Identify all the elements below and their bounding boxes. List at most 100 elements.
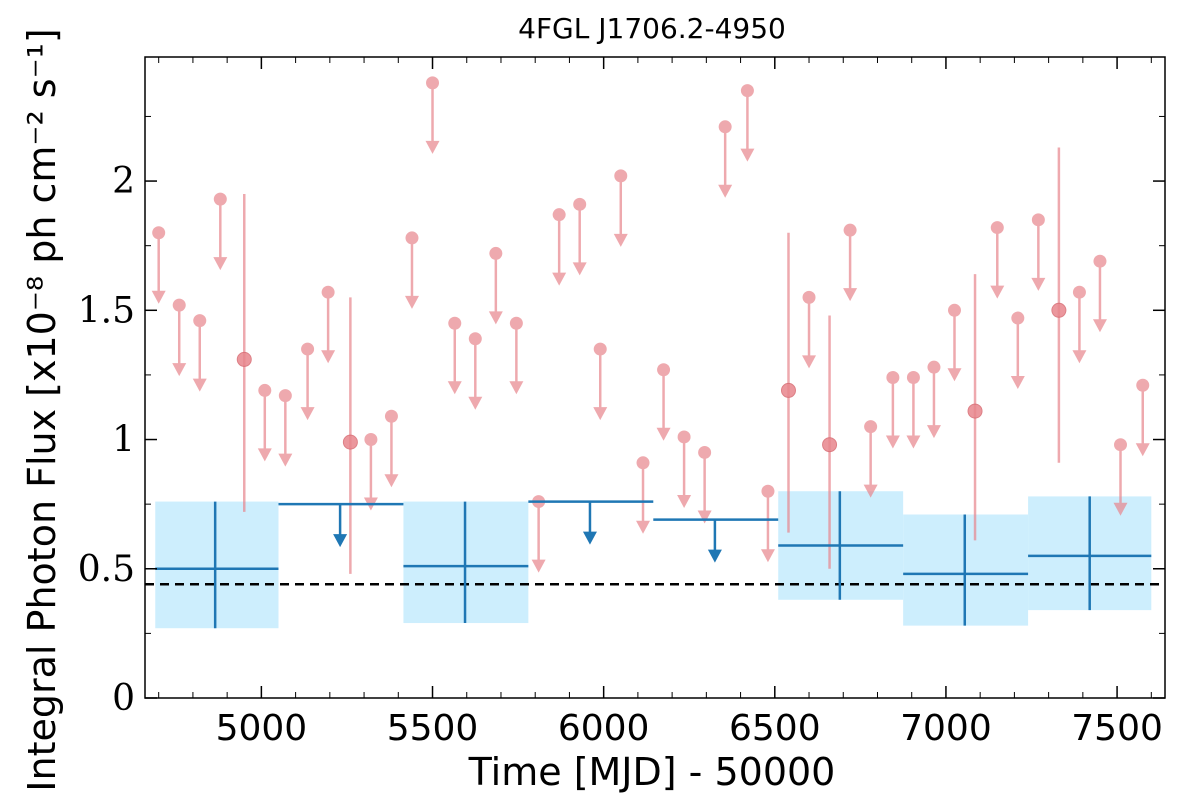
upper-limit-arrow	[843, 288, 858, 302]
fine-upper-limit	[425, 76, 440, 154]
y-tick-label: 1.5	[78, 290, 135, 331]
fine-detection	[822, 315, 838, 569]
upper-limit-marker	[698, 445, 712, 459]
upper-limit-arrow	[384, 474, 399, 488]
upper-limit-marker	[1093, 254, 1107, 268]
upper-limit-arrow	[425, 140, 440, 154]
upper-limit-arrow	[572, 262, 587, 276]
detection-marker	[236, 351, 252, 367]
coarse-detection	[778, 491, 904, 600]
fine-upper-limit	[1092, 254, 1107, 333]
upper-limit-marker	[740, 84, 754, 98]
fine-upper-limit	[760, 484, 775, 563]
y-tick-label: 0	[112, 678, 135, 719]
axis-ticks: 5000 5500 6000 6500 7000 7500 0 0.5 1 1.5 2	[78, 57, 1165, 749]
upper-limit-arrow	[740, 148, 755, 162]
upper-limit-marker	[448, 316, 462, 330]
plot-area	[145, 76, 1165, 629]
upper-limit-arrow	[300, 407, 315, 421]
coarse-limit-arrow	[707, 549, 722, 563]
fine-upper-limit	[151, 226, 166, 304]
fine-upper-limit	[1010, 311, 1025, 390]
upper-limit-marker	[278, 389, 292, 403]
fine-upper-limit	[300, 342, 315, 421]
upper-limit-marker	[509, 316, 523, 330]
upper-limit-arrow	[509, 381, 524, 395]
upper-limit-arrow	[593, 407, 608, 421]
upper-limit-arrow	[257, 448, 272, 462]
upper-limit-marker	[321, 285, 335, 299]
x-tick-label: 7000	[900, 708, 992, 749]
coarse-bin-points	[155, 491, 1152, 629]
upper-limit-arrow	[1072, 350, 1087, 364]
upper-limit-marker	[886, 371, 900, 384]
upper-limit-marker	[947, 303, 961, 317]
upper-limit-arrow	[1092, 319, 1107, 333]
upper-limit-arrow	[802, 355, 817, 369]
upper-limit-arrow	[488, 311, 503, 325]
upper-limit-marker	[301, 342, 315, 356]
fine-upper-limit	[593, 342, 608, 421]
fine-upper-limit	[321, 285, 336, 364]
upper-limit-arrow	[926, 425, 941, 439]
fine-upper-limit	[404, 231, 419, 309]
fine-upper-limit	[213, 192, 228, 271]
x-tick-label: 7500	[1071, 708, 1163, 749]
upper-limit-marker	[468, 332, 482, 346]
upper-limit-marker	[213, 192, 227, 206]
fine-upper-limit	[947, 303, 962, 382]
upper-limit-arrow	[192, 378, 207, 392]
fine-detection	[236, 193, 252, 512]
coarse-limit-arrow	[582, 531, 597, 545]
detection-marker	[342, 434, 358, 450]
upper-limit-marker	[573, 197, 587, 211]
fine-upper-limit	[718, 120, 733, 198]
x-tick-label: 5000	[216, 708, 308, 749]
upper-limit-marker	[489, 246, 503, 260]
upper-limit-arrow	[1135, 443, 1150, 457]
fine-detection	[342, 297, 358, 574]
fine-upper-limit	[1135, 378, 1150, 457]
upper-limit-arrow	[947, 368, 962, 382]
upper-limit-arrow	[990, 285, 1005, 299]
upper-limit-arrow	[636, 520, 651, 534]
upper-limit-marker	[761, 484, 775, 498]
upper-limit-marker	[864, 420, 878, 434]
upper-limit-marker	[258, 383, 272, 397]
upper-limit-marker	[193, 314, 207, 328]
plot-frame	[144, 56, 1166, 699]
coarse-detection	[903, 514, 1029, 626]
detection-marker	[822, 437, 838, 453]
upper-limit-arrow	[613, 233, 628, 247]
fine-upper-limit	[906, 371, 921, 449]
fine-upper-limit	[447, 316, 462, 395]
fine-upper-limit	[740, 84, 755, 162]
upper-limit-arrow	[656, 427, 671, 441]
upper-limit-arrow	[1113, 502, 1128, 516]
fine-upper-limit	[1113, 438, 1128, 516]
coarse-bin-bands	[155, 491, 1152, 629]
upper-limit-marker	[1031, 213, 1045, 227]
upper-limit-marker	[152, 226, 166, 240]
fine-upper-limit	[278, 389, 293, 467]
fine-upper-limit	[488, 246, 503, 325]
coarse-detection	[1028, 496, 1152, 611]
coarse-upper-limit	[278, 502, 404, 548]
fine-upper-limit	[697, 445, 712, 524]
upper-limit-arrow	[213, 257, 228, 271]
upper-limit-marker	[405, 231, 419, 245]
fine-upper-limit	[656, 363, 671, 441]
fine-upper-limit	[509, 316, 524, 395]
coarse-limit-arrow	[333, 534, 348, 548]
upper-limit-arrow	[552, 272, 567, 286]
upper-limit-marker	[364, 433, 378, 447]
upper-limit-marker	[1072, 285, 1086, 299]
fine-upper-limit	[885, 371, 900, 449]
upper-limit-arrow	[863, 484, 878, 498]
chart-title: 4FGL J1706.2-4950	[518, 12, 786, 45]
coarse-bin-band	[155, 501, 279, 629]
fine-upper-limit	[384, 409, 399, 488]
upper-limit-marker	[1136, 378, 1150, 392]
upper-limit-arrow	[1031, 277, 1046, 291]
upper-limit-marker	[384, 409, 398, 423]
